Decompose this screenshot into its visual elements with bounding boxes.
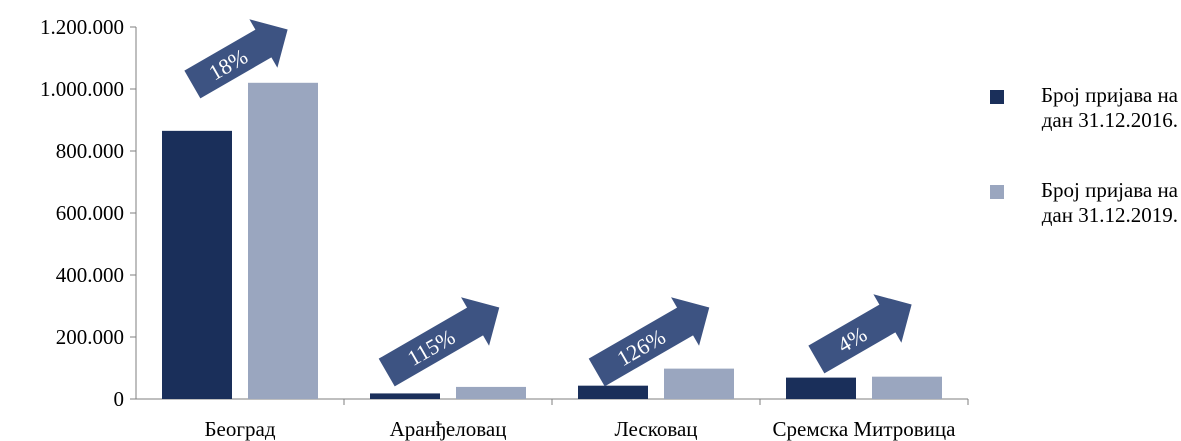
y-tick-label: 400.000 (56, 263, 124, 287)
legend-label-2016: Број пријава на дан 31.12.2016. (1040, 83, 1178, 132)
growth-arrow: 115% (378, 297, 500, 387)
bar-2019 (872, 376, 942, 399)
y-tick-label: 600.000 (56, 201, 124, 225)
x-axis-labels: Београд Аранђеловац Лесковац Сремска Митров… (205, 417, 957, 441)
legend-swatch-2016 (990, 90, 1004, 104)
growth-arrow-shape (378, 297, 500, 387)
bar-2016 (162, 130, 232, 399)
y-tick-label: 0 (114, 387, 125, 411)
x-tick-label: Аранђеловац (390, 417, 507, 441)
y-tick-label: 200.000 (56, 325, 124, 349)
growth-arrow: 4% (808, 294, 912, 374)
growth-arrow-shape (808, 294, 912, 374)
bar-2016 (370, 393, 440, 399)
growth-arrow-shape (184, 19, 288, 99)
chart-bars (162, 82, 942, 400)
x-tick-label: Београд (205, 417, 276, 441)
bar-2016 (578, 385, 648, 399)
legend-label-2019: Број пријава на дан 31.12.2019. (1040, 178, 1178, 227)
bar-2019 (456, 386, 526, 399)
y-tick-label: 1.200.000 (40, 15, 124, 39)
bar-2016 (786, 377, 856, 399)
y-axis-labels: 0 200.000 400.000 600.000 800.000 1.000.000 1.… (40, 15, 124, 411)
bar-2019 (664, 368, 734, 399)
x-tick-label: Сремска Митровица (773, 417, 957, 441)
y-tick-label: 1.000.000 (40, 77, 124, 101)
growth-arrow-shape (588, 297, 710, 387)
x-tick-label: Лесковац (614, 417, 697, 441)
legend-swatch-2019 (990, 185, 1004, 199)
y-tick-label: 800.000 (56, 139, 124, 163)
bar-2019 (248, 82, 318, 400)
